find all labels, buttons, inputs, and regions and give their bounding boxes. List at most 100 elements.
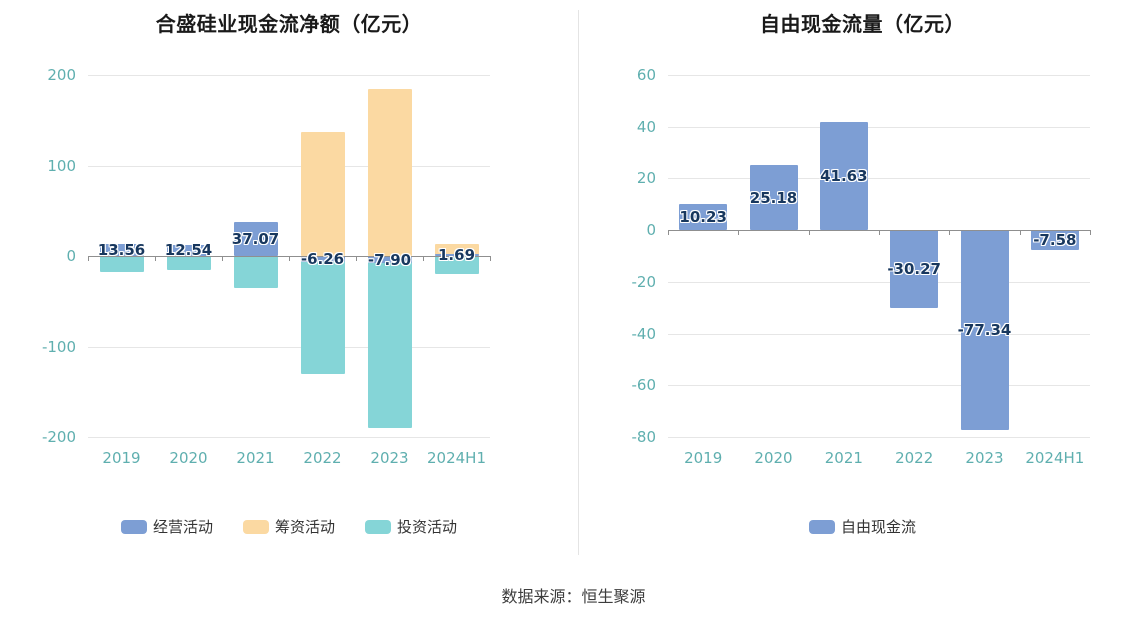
x-axis-tick-label: 2023 [370, 449, 409, 467]
gridline [88, 75, 490, 76]
legend-item-经营活动[interactable]: 经营活动 [120, 516, 213, 537]
y-axis-tick-label: -100 [41, 337, 76, 356]
bar-value-label: -77.34 [957, 321, 1012, 340]
y-axis-tick-label: -80 [631, 428, 657, 446]
category-axis-tick [490, 256, 491, 261]
bar-经营活动-2020 [166, 244, 211, 256]
bar-value-label: -30.27 [887, 260, 941, 279]
bar-自由现金流-2023 [960, 230, 1009, 431]
bar-筹资活动-2024H1 [434, 244, 479, 256]
x-axis-tick-label: 2024H1 [427, 449, 486, 467]
legend-label: 自由现金流 [840, 518, 916, 536]
bar-value-label: 1.69 [437, 246, 476, 265]
category-axis-tick [88, 256, 89, 261]
x-axis-tick-label: 2019 [684, 449, 723, 467]
net-cashflow-plot: 200 100 0 -100 -200 2019 2020 2021 2022 2023 2024H… [42, 66, 491, 467]
y-axis-tick-label: 40 [636, 117, 656, 136]
bar-自由现金流-2022 [890, 230, 939, 309]
category-axis-tick [949, 230, 951, 236]
category-axis-tick [222, 256, 223, 261]
x-axis-tick-label: 2019 [102, 449, 141, 467]
legend-item-自由现金流[interactable]: 自由现金流 [808, 516, 916, 537]
category-axis-tick [1090, 230, 1091, 236]
category-axis-tick [423, 256, 424, 261]
bar-自由现金流-2021 [819, 122, 868, 231]
y-axis-tick-label: 200 [47, 66, 76, 84]
y-axis-tick-label: 20 [636, 169, 656, 188]
bar-自由现金流-2020 [749, 165, 798, 231]
gridline [668, 126, 1090, 128]
x-axis-tick-label: 2022 [895, 449, 934, 467]
gridline [668, 281, 1090, 283]
free-cashflow-chart-panel: 自由现金流量（亿元） 60 40 20 0 -20 -40 -60 -80 2019 2020 20… [578, 0, 1147, 560]
bar-投资活动-2024H1 [434, 256, 479, 275]
gridline [668, 385, 1090, 387]
bar-value-label: 12.54 [164, 241, 213, 260]
data-source-text: 数据来源：恒生聚源 [501, 587, 646, 606]
gridline [88, 165, 490, 167]
panel-divider [578, 10, 579, 555]
bar-value-label: 41.63 [820, 167, 868, 186]
bar-经营活动-2022 [300, 256, 345, 262]
category-axis-tick [738, 230, 740, 236]
gridline [668, 333, 1090, 335]
bar-经营活动-2023 [367, 256, 412, 264]
x-axis-tick-label: 2021 [236, 449, 275, 467]
net-cashflow-legend: 经营活动 筹资活动 投资活动 [0, 516, 578, 537]
x-axis-tick-label: 2020 [169, 449, 208, 467]
bar-value-label: 25.18 [749, 188, 798, 207]
category-axis-tick [289, 256, 290, 261]
x-axis-tick-label: 2024H1 [1025, 449, 1085, 467]
y-axis-tick-label: -200 [41, 428, 76, 446]
legend-swatch-icon [120, 519, 147, 534]
bar-经营活动-2021 [233, 222, 278, 256]
x-axis-tick-label: 2023 [965, 449, 1004, 467]
gridline [668, 437, 1090, 438]
bar-value-label: -7.58 [1033, 230, 1077, 249]
bar-经营活动-2019 [99, 243, 144, 256]
gridline [88, 437, 490, 438]
y-axis-tick-label: -40 [631, 324, 657, 343]
net-cashflow-chart-title: 合盛硅业现金流净额（亿元） [155, 12, 423, 36]
bar-经营活动-2024H1 [434, 254, 479, 256]
bar-value-label: -7.90 [367, 250, 412, 269]
gridline [88, 346, 490, 348]
bar-自由现金流-2024H1 [1030, 230, 1079, 250]
legend-swatch-icon [242, 519, 269, 534]
x-axis-tick-label: 2020 [754, 449, 793, 467]
bar-自由现金流-2019 [679, 203, 728, 231]
x-axis-tick-label: 2021 [824, 449, 863, 467]
bar-投资活动-2020 [166, 256, 211, 270]
bar-投资活动-2023 [367, 256, 412, 428]
legend-label: 经营活动 [152, 518, 213, 536]
legend-item-投资活动[interactable]: 投资活动 [365, 516, 457, 537]
category-axis-tick [356, 256, 357, 261]
bar-筹资活动-2022 [300, 132, 345, 256]
bar-value-label: 37.07 [231, 230, 280, 249]
y-axis-tick-label: 0 [646, 221, 656, 240]
free-cashflow-legend: 自由现金流 [578, 516, 1147, 537]
legend-item-筹资活动[interactable]: 筹资活动 [242, 516, 335, 537]
bar-value-label: 13.56 [97, 240, 146, 259]
bar-value-label: -6.26 [300, 249, 345, 268]
legend-label: 筹资活动 [274, 518, 335, 536]
x-axis-tick-label: 2022 [303, 449, 342, 467]
gridline [668, 178, 1090, 180]
category-axis-tick [155, 256, 156, 261]
legend-label: 投资活动 [397, 518, 458, 536]
y-axis-tick-label: 100 [47, 156, 76, 175]
category-axis-tick [879, 230, 880, 236]
category-axis-tick [808, 230, 810, 236]
category-axis-tick [668, 230, 669, 236]
y-axis-tick-label: 60 [636, 66, 656, 84]
bar-投资活动-2019 [99, 256, 144, 273]
y-axis-tick-label: 0 [66, 247, 76, 265]
bar-投资活动-2021 [233, 256, 278, 288]
bar-筹资活动-2023 [367, 88, 412, 256]
free-cashflow-chart-title: 自由现金流量（亿元） [760, 12, 965, 36]
bar-value-label: 10.23 [679, 207, 727, 226]
gridline [668, 75, 1090, 76]
bar-投资活动-2022 [300, 256, 345, 374]
category-axis-tick [1019, 230, 1021, 236]
